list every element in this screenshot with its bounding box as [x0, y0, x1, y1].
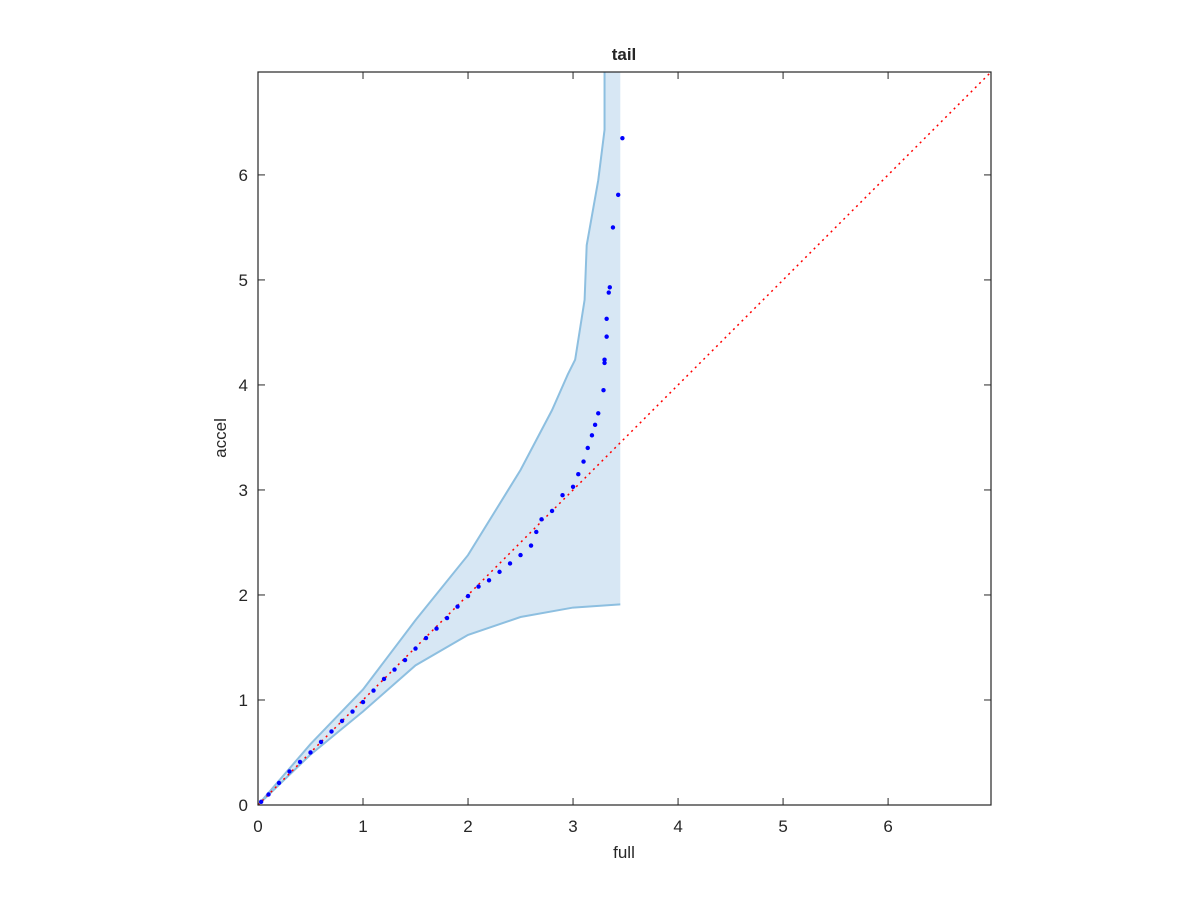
data-point	[423, 635, 429, 641]
data-point	[266, 792, 271, 797]
axes-box	[257, 71, 992, 806]
data-point	[329, 729, 334, 734]
data-point	[602, 357, 607, 362]
y-tick-label: 4	[239, 376, 248, 395]
data-point	[585, 445, 590, 451]
y-tick-label: 6	[239, 166, 248, 185]
data-point	[602, 360, 607, 366]
data-point	[434, 626, 439, 631]
data-point	[287, 769, 292, 774]
x-tick-label: 5	[778, 817, 787, 836]
data-point	[596, 411, 601, 416]
data-point	[350, 709, 355, 714]
data-point	[589, 433, 595, 438]
data-point	[476, 584, 481, 589]
data-point	[604, 334, 609, 339]
data-point	[534, 529, 539, 535]
data-point	[570, 484, 576, 490]
data-point	[297, 759, 303, 765]
chart-title: tail	[612, 45, 637, 64]
data-point	[339, 718, 345, 724]
y-axis-label: accel	[211, 418, 230, 458]
data-point	[560, 493, 565, 498]
data-point	[381, 676, 387, 682]
x-tick-label: 0	[253, 817, 262, 836]
data-point	[455, 604, 460, 609]
data-point	[592, 422, 598, 428]
data-point	[360, 699, 366, 705]
x-tick-label: 1	[358, 817, 367, 836]
data-point	[604, 316, 609, 321]
data-point	[318, 739, 324, 745]
data-point	[392, 667, 397, 672]
data-point	[607, 285, 612, 290]
band-fill	[258, 72, 621, 805]
data-point	[549, 508, 555, 514]
data-point	[402, 657, 408, 663]
data-point	[576, 472, 581, 477]
x-tick-label: 2	[463, 817, 472, 836]
x-tick-label: 6	[883, 817, 892, 836]
data-point	[308, 750, 313, 755]
data-point	[258, 799, 264, 805]
x-tick-label: 3	[568, 817, 577, 836]
band-lower	[257, 603, 621, 806]
data-point	[606, 290, 611, 295]
band-upper	[257, 72, 606, 806]
data-point	[601, 387, 606, 393]
data-point	[276, 780, 282, 786]
y-tick-label: 0	[239, 796, 248, 815]
y-tick-label: 1	[239, 691, 248, 710]
data-point	[528, 543, 534, 548]
data-point	[465, 593, 471, 599]
data-point	[444, 615, 450, 621]
data-point	[610, 225, 616, 230]
data-point	[620, 135, 625, 141]
x-axis-label: full	[613, 843, 635, 862]
y-tick-label: 3	[239, 481, 248, 500]
x-tick-label: 4	[673, 817, 682, 836]
y-tick-label: 2	[239, 586, 248, 605]
data-point	[486, 578, 492, 583]
data-point	[539, 517, 544, 522]
data-point	[507, 561, 513, 566]
data-point	[497, 569, 502, 575]
data-point	[413, 646, 418, 651]
data-point	[371, 688, 376, 693]
y-tick-label: 5	[239, 271, 248, 290]
data-point	[581, 459, 586, 464]
data-point	[518, 552, 523, 558]
data-point	[615, 192, 621, 198]
